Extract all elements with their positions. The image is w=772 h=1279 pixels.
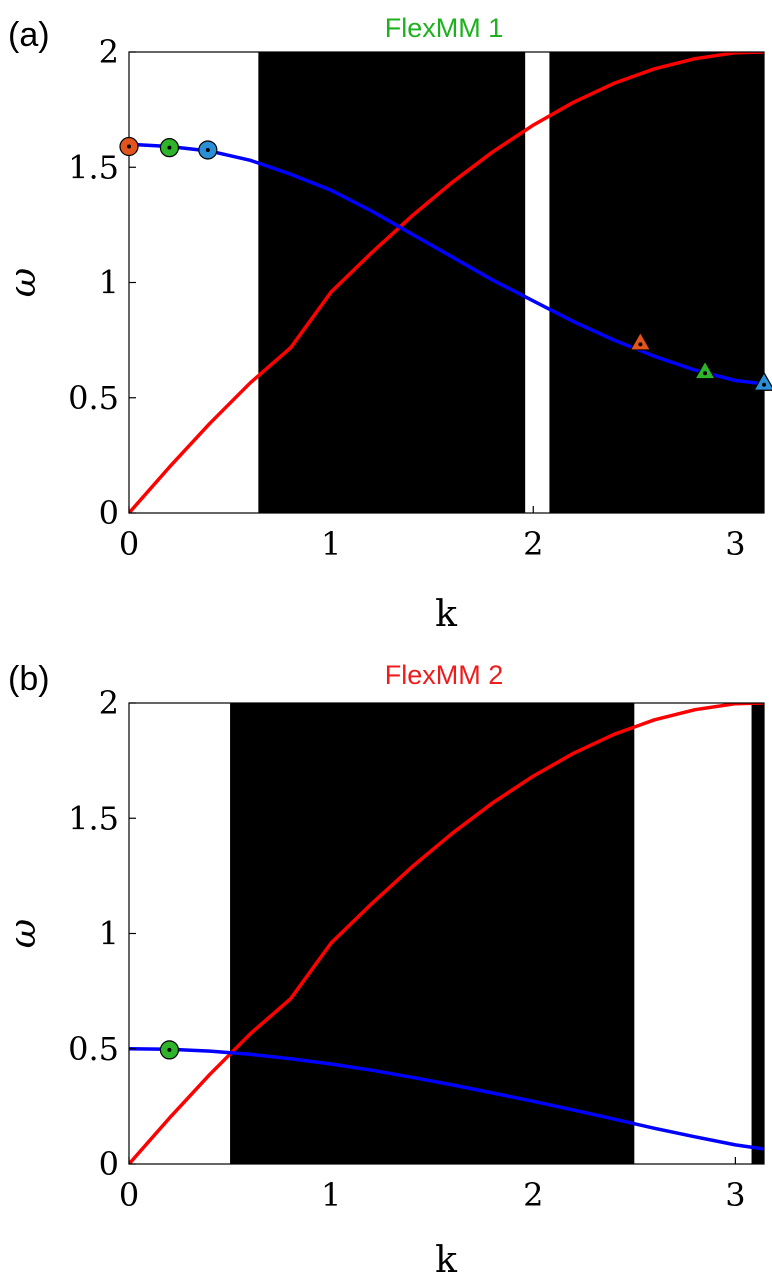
y-tick-label: 2 — [99, 684, 119, 722]
red-branch-line — [129, 52, 764, 513]
x-tick-label: 3 — [725, 1176, 745, 1214]
blue-branch-line — [129, 142, 764, 386]
y-tick-label: 1.5 — [68, 799, 119, 837]
y-tick-label: 2 — [99, 33, 119, 71]
y-tick-label: 1 — [99, 915, 119, 953]
chart-title: FlexMM 2 — [385, 660, 504, 690]
y-axis-label: ω — [3, 919, 44, 948]
y-tick-label: 0 — [99, 1145, 119, 1183]
triangle-marker — [694, 360, 717, 380]
x-tick-label: 1 — [321, 525, 341, 563]
marker-center-dot — [127, 144, 131, 149]
panel-label: (b) — [8, 660, 50, 698]
marker-center-dot — [638, 342, 643, 347]
x-tick-label: 2 — [523, 525, 543, 563]
band-region — [549, 52, 764, 513]
y-tick-label: 0.5 — [68, 379, 119, 417]
blue-branch-line — [129, 1047, 764, 1151]
plot-area — [129, 703, 764, 1164]
marker-center-dot — [762, 382, 766, 387]
y-tick-label: 0 — [99, 494, 119, 532]
marker-center-dot — [205, 147, 210, 152]
marker-center-dot — [167, 145, 172, 150]
x-tick-label: 0 — [119, 525, 139, 563]
x-axis-label: k — [435, 1240, 458, 1279]
y-axis-label: ω — [3, 268, 44, 297]
triangle-marker — [752, 371, 772, 391]
panel-b: (b) FlexMM 2 0 1 2 3 0 0.5 1 1.5 2 k ω — [3, 660, 765, 1279]
y-tick-label: 1 — [99, 264, 119, 302]
plot-area — [129, 52, 764, 513]
x-tick-label: 0 — [119, 1176, 139, 1214]
red-branch-line — [129, 703, 764, 1164]
panel-label: (a) — [8, 16, 50, 54]
band-region — [751, 703, 764, 1164]
y-tick-label: 1.5 — [68, 148, 119, 186]
chart-title: FlexMM 1 — [385, 13, 504, 43]
x-axis-label: k — [435, 594, 458, 635]
band-region — [258, 52, 526, 513]
triangle-marker — [629, 331, 652, 351]
marker-center-dot — [167, 1047, 172, 1052]
x-tick-label: 2 — [523, 1176, 543, 1214]
x-tick-label: 1 — [321, 1176, 341, 1214]
panel-a: (a) FlexMM 1 0 1 2 3 0 0.5 1 1.5 2 k ω — [3, 13, 772, 635]
y-tick-label: 0.5 — [68, 1030, 119, 1068]
marker-center-dot — [703, 371, 708, 376]
x-tick-label: 3 — [725, 525, 745, 563]
band-region — [230, 703, 635, 1164]
